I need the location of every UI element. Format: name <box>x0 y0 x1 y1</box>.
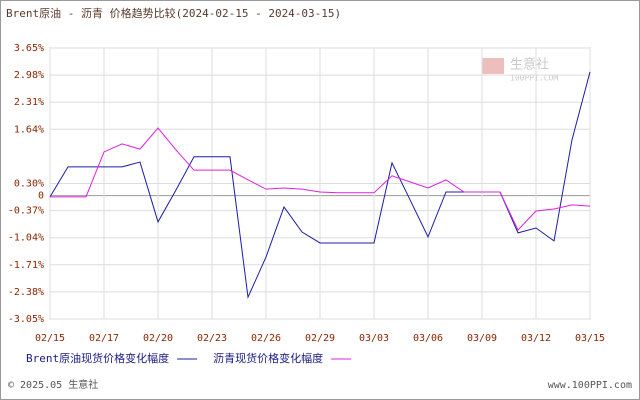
y-tick-label: -0.37% <box>8 206 44 217</box>
y-tick-label: 0.30% <box>14 179 44 190</box>
y-tick-label: -3.05% <box>8 314 44 325</box>
watermark-site: 100PPI.COM <box>510 74 558 83</box>
y-tick-label: -1.71% <box>8 260 44 271</box>
x-tick-label: 03/03 <box>359 333 389 344</box>
x-tick-label: 02/23 <box>197 333 227 344</box>
x-tick-label: 02/29 <box>305 333 335 344</box>
y-tick-label: -2.38% <box>8 287 44 298</box>
watermark-name: 生意社 <box>510 57 549 73</box>
chart-title: Brent原油 - 沥青 价格趋势比较(2024-02-15 - 2024-03… <box>6 6 341 20</box>
series-line <box>50 127 591 231</box>
x-tick-label: 02/17 <box>89 333 119 344</box>
legend-label: 沥青现货价格变化幅度 <box>213 351 323 365</box>
footer-right: www.100PPI.com <box>548 380 632 391</box>
x-tick-label: 03/15 <box>575 333 605 344</box>
watermark-logo <box>482 58 504 74</box>
x-tick-label: 03/12 <box>521 333 551 344</box>
legend-label: Brent原油现货价格变化幅度 <box>26 351 169 365</box>
y-tick-label: 2.31% <box>14 97 44 108</box>
x-tick-label: 03/09 <box>467 333 497 344</box>
x-tick-label: 02/15 <box>35 333 65 344</box>
y-tick-label: 1.64% <box>14 124 44 135</box>
y-tick-label: 2.98% <box>14 70 44 81</box>
watermark: 生意社 100PPI.COM <box>482 57 558 83</box>
y-tick-label: 3.65% <box>14 43 44 54</box>
y-tick-label: -1.04% <box>8 233 44 244</box>
y-tick-label: 0 <box>38 191 44 202</box>
footer-left: © 2025.05 生意社 <box>8 378 98 391</box>
x-tick-label: 02/20 <box>143 333 173 344</box>
x-tick-label: 02/26 <box>251 333 281 344</box>
x-tick-label: 03/06 <box>413 333 443 344</box>
